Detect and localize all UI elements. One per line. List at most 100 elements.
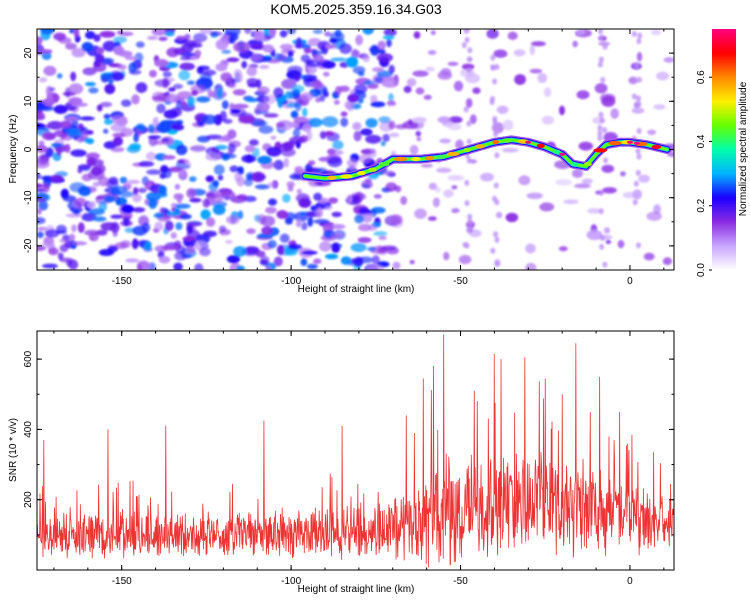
spectrogram-cell — [370, 94, 378, 104]
spectrogram-cell — [301, 222, 308, 231]
spectrogram-cell — [37, 154, 49, 165]
spectrogram-cell — [300, 92, 314, 102]
spectrogram-cell — [367, 224, 378, 231]
spectrogram-cell — [319, 241, 332, 252]
spectrogram-cell — [133, 132, 139, 143]
spectrogram-cell — [578, 141, 593, 151]
snr-x-label: Height of straight line (km) — [298, 584, 415, 595]
spectrogram-cell — [434, 186, 441, 193]
spectrogram-cell — [529, 44, 536, 56]
colorbar-tick-label: 0.4 — [696, 134, 707, 148]
spectrogram-cell — [174, 183, 181, 190]
spectrogram-cell — [40, 29, 55, 35]
spectrogram-cell — [651, 29, 662, 36]
spectrogram-cell — [47, 120, 64, 130]
ridge-peak — [559, 152, 566, 156]
spectrogram-cell — [154, 221, 164, 231]
spectrogram-cell — [432, 197, 440, 208]
spectrogram-cell — [112, 72, 125, 81]
spectrogram-cell — [287, 185, 294, 192]
spectrogram-cell — [304, 48, 311, 54]
spectrogram-cell — [69, 182, 86, 193]
snr-frame — [36, 330, 675, 571]
spectrogram-cell — [279, 30, 288, 38]
spectrogram-cell — [233, 41, 251, 53]
spectrogram-cell — [71, 47, 86, 58]
spectrogram-cell — [287, 65, 303, 75]
spectrogram-cell — [389, 214, 403, 225]
spectrogram-cell — [573, 183, 591, 189]
spectrogram-cell — [205, 175, 215, 183]
spectrogram-cell — [256, 79, 262, 89]
spectrogram-cell — [184, 33, 191, 41]
spectrogram-cell — [332, 140, 344, 150]
spectrogram-cell — [313, 258, 322, 265]
spectrogram-cell — [636, 38, 642, 45]
spectrogram-cell — [215, 144, 228, 150]
spectrogram-cell — [75, 197, 87, 208]
spectrogram-cell — [263, 113, 279, 118]
spectrogram-cell — [428, 182, 437, 190]
spectrogram-cell — [284, 217, 293, 225]
spectrogram-cell — [347, 93, 359, 103]
y-tick-label: -20 — [23, 238, 34, 253]
spectrogram-cell — [313, 192, 323, 201]
spectrogram-cell — [340, 111, 348, 117]
spectrogram-cell — [344, 100, 355, 110]
spectrogram-cell — [84, 138, 94, 144]
spectrogram-cell — [602, 127, 608, 134]
spectrogram-cell — [409, 144, 419, 156]
spectrogram-cell — [376, 53, 393, 63]
spectrogram-cell — [635, 148, 641, 154]
spectrogram-cell — [155, 122, 172, 133]
spectrogram-cell — [388, 64, 395, 74]
spectrogram-cell — [600, 235, 605, 241]
spectrogram-cell — [587, 208, 602, 214]
spectrogram-cell — [122, 217, 130, 227]
spectrogram-cell — [383, 29, 397, 37]
spectrogram-cell — [451, 208, 460, 214]
spectrogram-cell — [330, 57, 348, 62]
spectrogram-cell — [42, 263, 58, 269]
spectrogram-cell — [120, 204, 134, 214]
spectrogram-cell — [599, 117, 605, 124]
spectrogram-cell — [353, 50, 361, 56]
spectrogram-cell — [138, 161, 155, 167]
spectrogram-cell — [466, 157, 472, 164]
spectrogram-cell — [416, 136, 422, 142]
spectrogram-cell — [632, 189, 643, 200]
spectrogram-cell — [602, 43, 608, 50]
spectrogram-cell — [84, 82, 96, 87]
spectrogram-cell — [175, 144, 188, 156]
spectrogram-cell — [490, 64, 496, 71]
spectrogram-cell — [636, 128, 642, 134]
spectrogram-cell — [563, 199, 579, 205]
spectrogram-cell — [365, 134, 382, 144]
spectrogram-cell — [489, 99, 495, 106]
spectrogram-cell — [103, 128, 109, 134]
spectrogram-cell — [185, 245, 196, 254]
spectrogram-cell — [170, 232, 177, 239]
spectrogram-cell — [48, 247, 59, 256]
spectrogram-cell — [237, 210, 244, 220]
spectrogram-cell — [415, 87, 425, 95]
spectrogram-cell — [363, 80, 375, 86]
spectrogram-cell — [42, 183, 50, 193]
spectrogram-cell — [636, 51, 643, 62]
spectrogram-cell — [598, 189, 604, 196]
spectrogram-cell — [255, 250, 266, 258]
spectrogram-cell — [189, 145, 207, 152]
spectrogram-cell — [223, 196, 231, 201]
spectrogram-cell — [93, 62, 107, 73]
spectrogram-cell — [365, 118, 378, 128]
spectrogram-cell — [227, 143, 236, 153]
spectrogram-cell — [147, 135, 162, 140]
spectrogram-cell — [191, 90, 198, 96]
spectrogram-cell — [263, 94, 277, 105]
spectrogram-cell — [216, 88, 224, 99]
spectrogram-cell — [92, 181, 101, 187]
spectrogram-cell — [71, 224, 77, 233]
spectrogram-cell — [202, 69, 217, 76]
spectrogram-cell — [108, 176, 119, 185]
spectrogram-cell — [340, 256, 352, 265]
